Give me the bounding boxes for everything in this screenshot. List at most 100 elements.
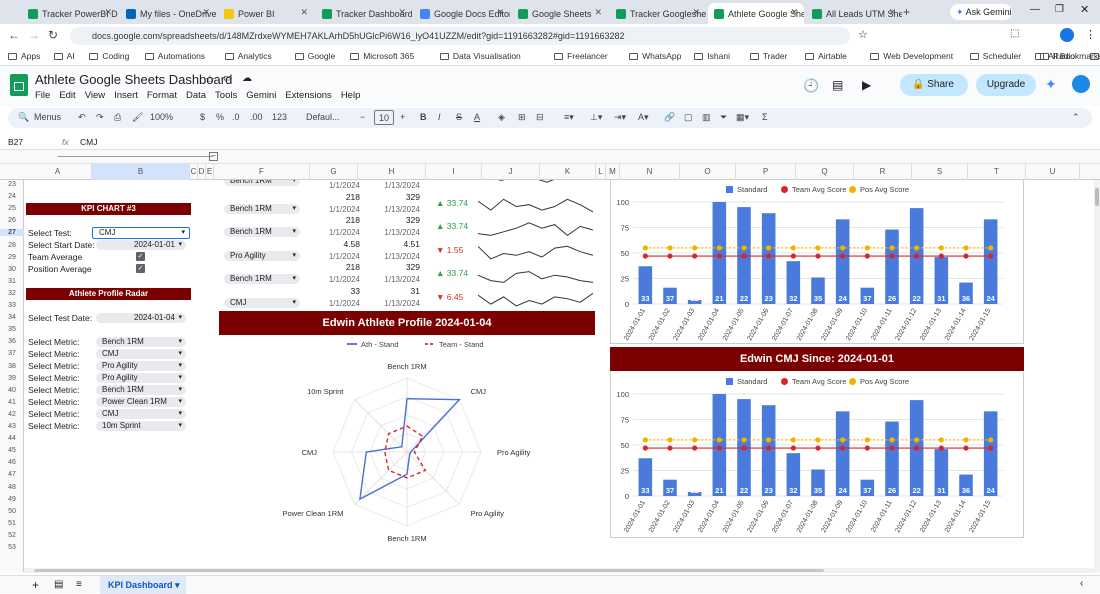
series-point[interactable] xyxy=(741,445,747,451)
series-point[interactable] xyxy=(889,445,895,451)
menu-help[interactable]: Help xyxy=(340,90,361,101)
column-header[interactable]: O xyxy=(680,164,736,180)
series-point[interactable] xyxy=(938,245,944,251)
series-point[interactable] xyxy=(766,253,772,259)
series-point[interactable] xyxy=(864,437,870,443)
row-header[interactable]: 31 xyxy=(8,277,16,285)
browser-tab[interactable]: Tracker PowerBI Da ✕ xyxy=(22,3,118,24)
series-point[interactable] xyxy=(692,245,698,251)
row-header[interactable]: 29 xyxy=(8,253,16,261)
radar-series[interactable] xyxy=(384,425,427,479)
wrap-icon[interactable]: ⇥▾ xyxy=(614,112,627,122)
column-header[interactable]: J xyxy=(482,164,540,180)
series-point[interactable] xyxy=(963,437,969,443)
cmj-bar-chart[interactable]: Standard Team Avg Score Pos Avg Score 0 25 50… xyxy=(610,372,1024,538)
row-header[interactable]: 35 xyxy=(8,326,16,334)
series-point[interactable] xyxy=(988,437,994,443)
row-header[interactable]: 42 xyxy=(8,410,16,418)
column-header[interactable]: A xyxy=(24,164,92,180)
row-header[interactable]: 28 xyxy=(8,241,16,249)
row-header[interactable]: 23 xyxy=(8,181,16,188)
kpi-metric-dropdown[interactable]: Pro Agility xyxy=(224,250,300,261)
column-header[interactable]: B xyxy=(92,164,190,180)
browser-tab[interactable]: Tracker Dashboard ✕ xyxy=(316,3,412,24)
menu-tools[interactable]: Tools xyxy=(215,90,238,101)
align-icon[interactable]: ≡▾ xyxy=(564,112,574,122)
series-point[interactable] xyxy=(741,437,747,443)
column-header[interactable]: T xyxy=(968,164,1026,180)
strikethrough-button[interactable]: S xyxy=(456,112,463,122)
functions-icon[interactable]: Σ xyxy=(762,112,768,122)
bookmark-item[interactable]: Coding xyxy=(89,51,129,61)
filter-views-icon[interactable]: ▦▾ xyxy=(736,112,750,122)
select-metric-dropdown[interactable]: CMJ xyxy=(96,349,186,359)
bar[interactable] xyxy=(687,299,702,304)
vertical-scrollbar[interactable] xyxy=(1094,180,1100,572)
comment-icon[interactable]: ▢ xyxy=(684,112,693,122)
share-button[interactable]: 🔒 Share xyxy=(900,74,968,96)
browser-tab[interactable]: Google Docs Editor ✕ xyxy=(414,3,510,24)
horizontal-scrollbar[interactable] xyxy=(24,568,1094,573)
column-header[interactable]: D xyxy=(198,164,206,180)
rotate-icon[interactable]: A▾ xyxy=(638,112,649,122)
bar[interactable] xyxy=(860,479,875,496)
series-point[interactable] xyxy=(889,245,895,251)
move-folder-icon[interactable]: ▭ xyxy=(223,73,233,84)
series-point[interactable] xyxy=(692,253,698,259)
row-header[interactable]: 51 xyxy=(8,519,16,527)
test-date-dropdown[interactable]: 2024-01-04 xyxy=(96,313,186,323)
series-point[interactable] xyxy=(642,253,648,259)
series-point[interactable] xyxy=(963,253,969,259)
font-select[interactable]: Defaul... xyxy=(306,112,340,122)
select-metric-dropdown[interactable]: CMJ xyxy=(96,409,186,419)
series-point[interactable] xyxy=(642,445,648,451)
select-metric-dropdown[interactable]: Power Clean 1RM xyxy=(96,397,186,407)
series-point[interactable] xyxy=(864,253,870,259)
bar[interactable] xyxy=(638,266,653,304)
sheet-list-icon[interactable]: ≡ xyxy=(76,579,82,590)
bar[interactable] xyxy=(959,282,973,304)
font-size-decrease[interactable]: − xyxy=(360,112,366,122)
collapse-group-button[interactable]: − xyxy=(209,152,218,161)
print-icon[interactable]: ⎙ xyxy=(114,112,122,122)
fill-color-icon[interactable]: ◈ xyxy=(498,112,505,122)
bar[interactable] xyxy=(835,219,850,304)
select-metric-dropdown[interactable]: Bench 1RM xyxy=(96,385,186,395)
close-window-icon[interactable]: ✕ xyxy=(1080,4,1090,16)
row-header[interactable]: 41 xyxy=(8,398,16,406)
series-point[interactable] xyxy=(914,253,920,259)
browser-tab[interactable]: Google Sheets ✕ xyxy=(512,3,608,24)
url-field[interactable]: docs.google.com/spreadsheets/d/148MZrdxe… xyxy=(70,27,850,45)
series-point[interactable] xyxy=(963,245,969,251)
bookmark-item[interactable]: Radio xyxy=(1039,51,1075,61)
series-point[interactable] xyxy=(766,445,772,451)
series-point[interactable] xyxy=(642,437,648,443)
series-point[interactable] xyxy=(790,253,796,259)
row-header[interactable]: 27 xyxy=(0,229,24,237)
bar[interactable] xyxy=(983,411,998,496)
profile-avatar[interactable] xyxy=(1060,28,1074,42)
all-bookmarks[interactable]: All Bookmarks xyxy=(1035,51,1100,61)
bookmark-item[interactable]: Freelancer xyxy=(554,51,608,61)
row-header[interactable]: 48 xyxy=(8,483,16,491)
menu-view[interactable]: View xyxy=(84,90,106,101)
bookmark-item[interactable]: Automations xyxy=(144,51,205,61)
team-average-checkbox[interactable]: ✓ xyxy=(136,252,145,261)
column-header[interactable]: Q xyxy=(796,164,854,180)
menus-search[interactable]: Menus xyxy=(34,112,62,122)
row-header[interactable]: 40 xyxy=(8,386,16,394)
tab-close-icon[interactable]: ✕ xyxy=(104,7,112,17)
bar[interactable] xyxy=(885,421,899,496)
browser-tab[interactable]: My files - OneDrive ✕ xyxy=(120,3,216,24)
row-header[interactable]: 46 xyxy=(8,459,16,467)
tab-close-icon[interactable]: ✕ xyxy=(692,7,700,17)
row-header[interactable]: 38 xyxy=(8,362,16,370)
sheet-grid[interactable]: KPI CHART #3 Select Test: CMJ Select Sta… xyxy=(24,180,1094,572)
tab-close-icon[interactable]: ✕ xyxy=(790,7,798,17)
series-point[interactable] xyxy=(889,253,895,259)
bar[interactable] xyxy=(983,219,998,304)
athlete-radar-chart[interactable]: Ath - Stand Team - Stand Bench 1RM CMJ Pro A… xyxy=(219,337,595,565)
gemini-sparkle-icon[interactable]: ✦ xyxy=(1045,76,1057,92)
link-icon[interactable]: 🔗 xyxy=(664,112,676,122)
user-avatar[interactable] xyxy=(1072,75,1090,93)
